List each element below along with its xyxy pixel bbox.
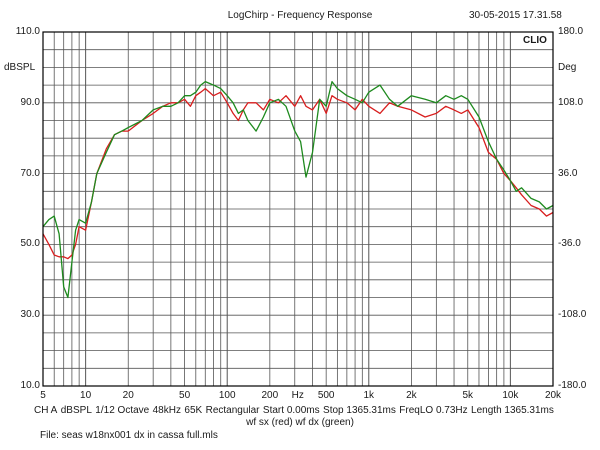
setting-item: Rectangular bbox=[205, 405, 260, 416]
setting-item: dBSPL bbox=[60, 405, 92, 416]
y-tick-label: 30.0 bbox=[20, 309, 40, 321]
x-tick-label: 20 bbox=[122, 390, 134, 401]
clio-brand: CLIO bbox=[523, 35, 547, 46]
setting-item: 65K bbox=[184, 405, 203, 416]
y2-tick-label: 36.0 bbox=[558, 167, 578, 179]
y2-axis-label: Deg bbox=[558, 62, 577, 73]
x-tick-label: 5k bbox=[462, 390, 474, 401]
x-tick-label: 1k bbox=[363, 390, 375, 401]
series-line-red bbox=[42, 87, 554, 260]
series-line-green bbox=[42, 80, 554, 299]
timestamp: 30-05-2015 17.31.58 bbox=[469, 10, 562, 21]
y-tick-label: 10.0 bbox=[20, 380, 40, 391]
x-tick-label: 10k bbox=[502, 390, 519, 401]
x-tick-label: 2k bbox=[406, 390, 417, 401]
y-axis-label: dBSPL bbox=[4, 62, 36, 73]
y-tick-label: 50.0 bbox=[20, 238, 40, 250]
x-tick-label: 200 bbox=[261, 390, 279, 401]
x-tick-label: 20k bbox=[544, 390, 562, 401]
x-tick-label: 50 bbox=[179, 390, 191, 401]
y-tick-label: 70.0 bbox=[20, 167, 40, 179]
y2-tick-label: 180.0 bbox=[558, 26, 584, 37]
y2-tick-label: -108.0 bbox=[558, 309, 587, 321]
setting-item: 1/12 Octave bbox=[95, 405, 150, 416]
file-name: File: seas w18nx001 dx in cassa full.mls bbox=[40, 430, 218, 441]
series-legend: wf sx (red) wf dx (green) bbox=[246, 417, 354, 428]
y2-tick-label: -180.0 bbox=[558, 380, 587, 391]
setting-item: FreqLO 0.73Hz bbox=[399, 405, 468, 416]
chart-title: LogChirp - Frequency Response bbox=[227, 10, 373, 21]
setting-item: Start 0.00ms bbox=[262, 405, 320, 416]
x-tick-label: 10 bbox=[80, 390, 92, 401]
x-tick-label: 100 bbox=[218, 390, 236, 401]
setting-item: 48kHz bbox=[152, 405, 181, 416]
y-tick-label: 110.0 bbox=[15, 26, 40, 37]
x-tick-label: 500 bbox=[317, 390, 335, 401]
y-tick-label: 90.0 bbox=[20, 96, 40, 108]
response-curves bbox=[42, 80, 554, 299]
plot-frame bbox=[42, 31, 554, 387]
setting-item: Stop 1365.31ms bbox=[323, 405, 396, 416]
setting-item: Length 1365.31ms bbox=[471, 405, 554, 416]
y2-tick-label: -36.0 bbox=[558, 238, 581, 250]
x-tick-label: 5 bbox=[40, 390, 46, 401]
x-tick-label: Hz bbox=[291, 390, 304, 401]
y2-tick-label: 108.0 bbox=[558, 96, 584, 108]
setting-item: CH A bbox=[34, 405, 58, 416]
grid-lines bbox=[43, 32, 553, 386]
